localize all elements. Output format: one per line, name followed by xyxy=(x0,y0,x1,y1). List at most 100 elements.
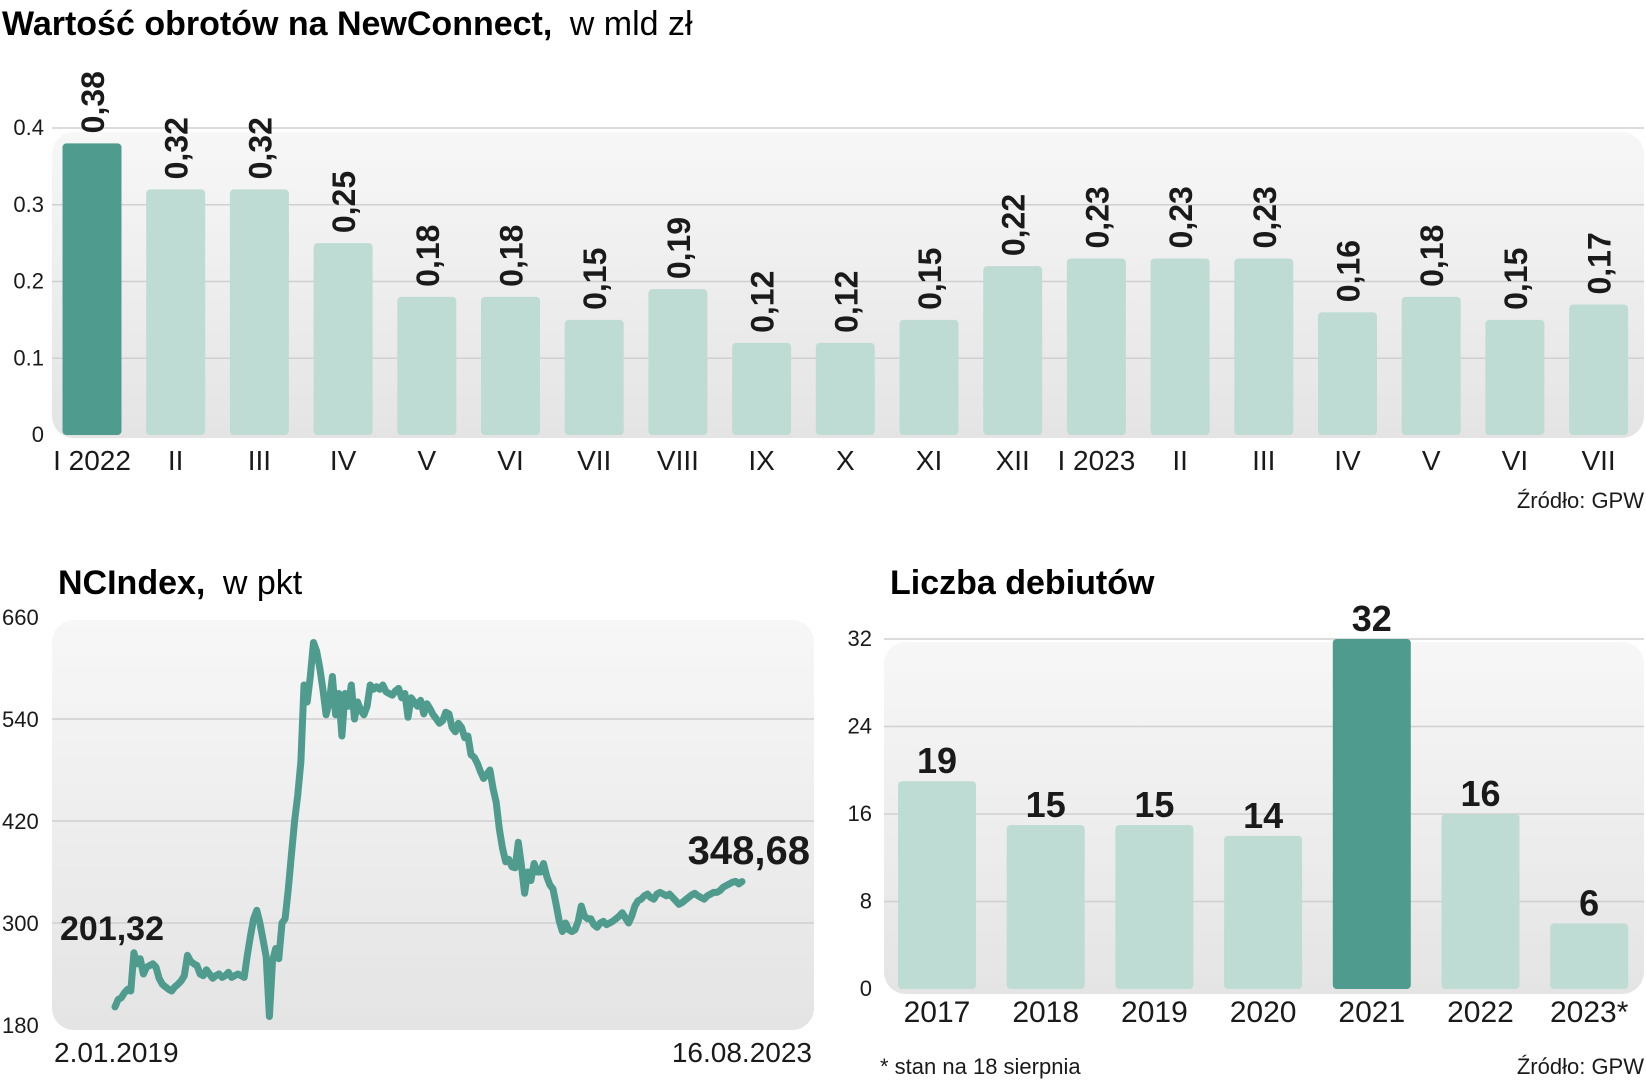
turnover-bar xyxy=(983,266,1043,435)
debuts-chart: Liczba debiutów 0 8 16 24 32 19 15 15 14 32 16 6 2… xyxy=(848,564,1645,1079)
debuts-y-tick: 0 xyxy=(860,976,872,1001)
turnover-bar xyxy=(1401,296,1461,435)
debuts-x-tick: 2023* xyxy=(1550,996,1629,1029)
debuts-footnote: * stan na 18 sierpnia xyxy=(880,1054,1081,1079)
ncindex-plot-panel xyxy=(52,620,814,1030)
turnover-x-tick: XI xyxy=(916,445,942,476)
turnover-title-unit: w mld zł xyxy=(569,5,693,43)
turnover-bar xyxy=(1318,312,1377,435)
ncindex-line xyxy=(111,639,746,1020)
turnover-data-label: 0,32 xyxy=(159,117,195,179)
turnover-x-tick: VI xyxy=(497,445,523,476)
turnover-data-label: 0,15 xyxy=(912,248,948,310)
debuts-x-tick: 2022 xyxy=(1447,996,1514,1029)
turnover-bar xyxy=(648,289,708,435)
debuts-data-label: 19 xyxy=(917,740,957,781)
turnover-bar xyxy=(229,189,289,435)
debuts-x-tick: 2021 xyxy=(1338,996,1405,1029)
turnover-bar xyxy=(146,189,206,435)
debuts-bar xyxy=(1115,824,1194,989)
turnover-bar xyxy=(1569,304,1629,435)
turnover-data-label: 0,19 xyxy=(661,217,697,279)
turnover-bar xyxy=(313,243,373,435)
turnover-data-label: 0,18 xyxy=(1414,225,1450,287)
turnover-x-tick: VII xyxy=(1581,445,1615,476)
turnover-x-tick: I 2023 xyxy=(1057,445,1135,476)
turnover-data-label: 0,17 xyxy=(1582,232,1618,294)
turnover-x-tick: IV xyxy=(330,445,357,476)
turnover-x-tick: XII xyxy=(996,445,1030,476)
turnover-x-tick: IX xyxy=(748,445,775,476)
turnover-y-tick: 0.1 xyxy=(13,345,44,370)
turnover-bar xyxy=(1485,319,1545,435)
turnover-source: Źródło: GPW xyxy=(1517,488,1644,513)
turnover-data-label: 0,32 xyxy=(242,117,278,179)
turnover-data-label: 0,12 xyxy=(828,271,864,333)
debuts-y-tick: 16 xyxy=(848,801,872,826)
turnover-data-label: 0,22 xyxy=(996,194,1032,256)
debuts-bar xyxy=(1441,814,1520,989)
debuts-x-tick: 2017 xyxy=(904,996,971,1029)
debuts-bar xyxy=(898,781,976,989)
turnover-y-tick: 0 xyxy=(32,422,44,447)
debuts-bar xyxy=(1332,639,1411,989)
turnover-bars xyxy=(62,143,1629,435)
turnover-x-tick: X xyxy=(836,445,855,476)
ncindex-chart: NCIndex, w pkt 180 300 420 540 660 201,32 34… xyxy=(2,564,814,1068)
turnover-data-label: 0,23 xyxy=(1247,186,1283,248)
ncindex-title: NCIndex, w pkt xyxy=(58,564,303,602)
turnover-x-tick: II xyxy=(1172,445,1188,476)
ncindex-title-main: NCIndex, xyxy=(58,564,205,602)
debuts-bar xyxy=(1006,824,1085,989)
debuts-source: Źródło: GPW xyxy=(1517,1054,1644,1079)
turnover-data-label: 0,25 xyxy=(326,171,362,233)
turnover-y-tick: 0.4 xyxy=(13,115,44,140)
turnover-title-main: Wartość obrotów na NewConnect, xyxy=(2,5,552,43)
turnover-chart: Wartość obrotów na NewConnect, w mld zł … xyxy=(2,5,1644,513)
turnover-data-label: 0,15 xyxy=(577,248,613,310)
debuts-y-tick: 24 xyxy=(848,714,872,739)
turnover-data-labels: 0,38 0,32 0,32 0,25 0,18 0,18 0,15 0,19 0,12 0,12… xyxy=(75,71,1618,333)
debuts-x-axis: 2017 2018 2019 2020 2021 2022 2023* xyxy=(904,996,1629,1029)
debuts-bars xyxy=(898,639,1629,989)
turnover-y-tick: 0.2 xyxy=(13,269,44,294)
turnover-bar xyxy=(1150,258,1210,435)
debuts-bar xyxy=(1224,835,1303,989)
turnover-x-axis: I 2022 II III IV V VI VII VIII IX X XI XII I 2023 II I… xyxy=(53,445,1616,476)
turnover-x-tick: VI xyxy=(1502,445,1528,476)
turnover-bar xyxy=(1234,258,1294,435)
debuts-data-labels: 19 15 15 14 32 16 6 xyxy=(917,598,1599,923)
turnover-data-label: 0,38 xyxy=(75,71,111,133)
debuts-data-label: 6 xyxy=(1579,882,1599,923)
debuts-title: Liczba debiutów xyxy=(890,564,1155,602)
debuts-x-tick: 2020 xyxy=(1230,996,1297,1029)
turnover-x-tick: V xyxy=(1422,445,1441,476)
ncindex-start-value: 201,32 xyxy=(60,910,164,948)
ncindex-y-tick: 420 xyxy=(2,809,39,834)
debuts-data-label: 32 xyxy=(1352,598,1392,639)
debuts-y-tick: 32 xyxy=(848,626,872,651)
ncindex-title-unit: w pkt xyxy=(222,564,303,602)
ncindex-y-tick: 300 xyxy=(2,911,39,936)
turnover-data-label: 0,12 xyxy=(745,271,781,333)
turnover-data-label: 0,18 xyxy=(494,225,530,287)
debuts-bar xyxy=(1550,923,1629,989)
debuts-data-label: 15 xyxy=(1134,784,1174,825)
turnover-bar xyxy=(1066,258,1126,435)
turnover-data-label: 0,18 xyxy=(410,225,446,287)
turnover-bar xyxy=(899,319,959,435)
debuts-x-tick: 2019 xyxy=(1121,996,1188,1029)
turnover-x-tick: III xyxy=(1252,445,1275,476)
turnover-bar xyxy=(815,342,875,435)
debuts-x-tick: 2018 xyxy=(1012,996,1079,1029)
turnover-y-axis: 0 0.1 0.2 0.3 0.4 xyxy=(13,115,44,447)
turnover-x-tick: VII xyxy=(577,445,611,476)
turnover-x-tick: I 2022 xyxy=(53,445,131,476)
ncindex-y-axis: 180 300 420 540 660 xyxy=(2,605,39,1038)
ncindex-y-tick: 180 xyxy=(2,1013,39,1038)
turnover-bar xyxy=(62,143,122,435)
turnover-bar xyxy=(564,319,624,435)
turnover-title: Wartość obrotów na NewConnect, w mld zł xyxy=(2,5,693,43)
turnover-bar xyxy=(732,342,792,435)
